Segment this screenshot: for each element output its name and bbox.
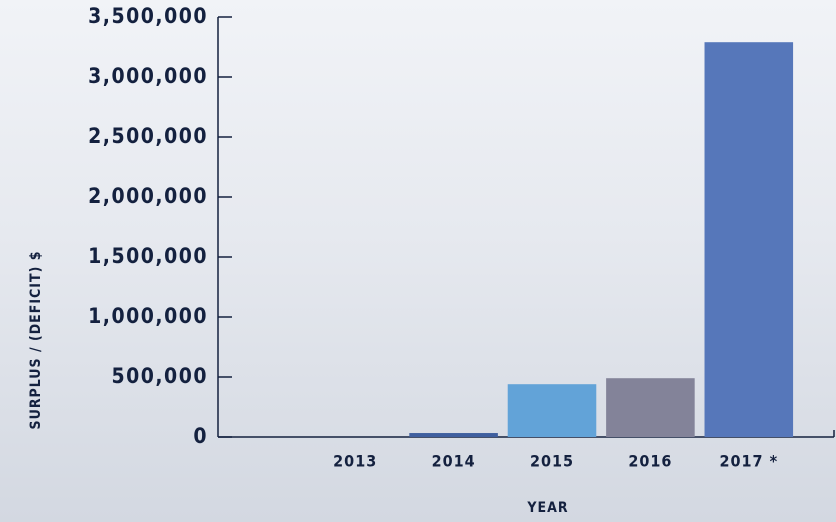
x-tick-label: 2013 [333, 452, 377, 471]
y-tick-label: 1,000,000 [88, 304, 208, 328]
y-tick-label: 0 [193, 424, 208, 448]
bar [409, 433, 498, 437]
y-tick-label: 2,000,000 [88, 184, 208, 208]
y-tick-label: 3,500,000 [88, 4, 208, 28]
bar [507, 384, 597, 437]
x-tick-label: 2016 [628, 452, 672, 471]
x-tick-label: 2014 [432, 452, 476, 471]
x-axis-label: YEAR [526, 500, 568, 516]
y-tick-label: 500,000 [111, 364, 208, 388]
y-tick-label: 2,500,000 [88, 124, 208, 148]
x-tick-label: 2015 [530, 452, 574, 471]
bar [606, 378, 695, 437]
y-tick-label: 1,500,000 [88, 244, 208, 268]
y-axis-label: SURPLUS / (DEFICIT) $ [28, 251, 44, 430]
y-tick-label: 3,000,000 [88, 64, 208, 88]
bar [704, 42, 794, 437]
x-tick-label: 2017 * [720, 452, 779, 471]
